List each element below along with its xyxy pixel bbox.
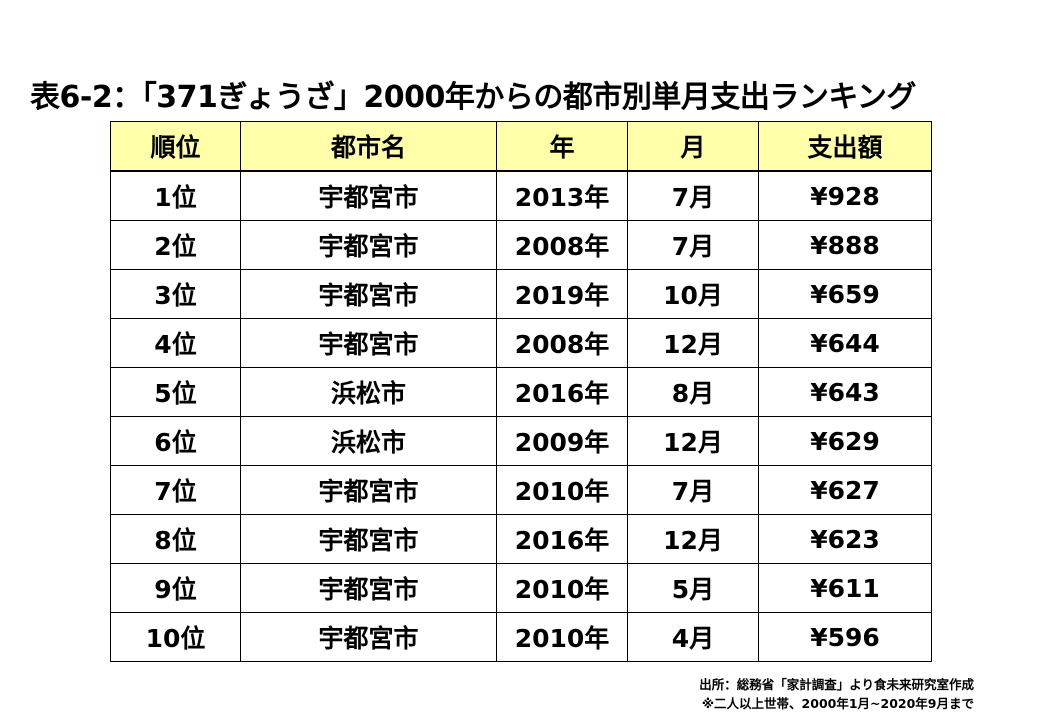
table-row: 5位 浜松市 2016年 8月 ¥643 — [110, 367, 932, 417]
month-cell: 7月 — [627, 170, 759, 221]
city-cell: 宇都宮市 — [240, 220, 497, 270]
city-cell: 宇都宮市 — [240, 612, 497, 662]
rank-cell: 2位 — [110, 220, 241, 270]
amount-cell: ¥659 — [758, 269, 932, 319]
amount-cell: ¥888 — [758, 220, 932, 270]
month-cell: 5月 — [627, 563, 759, 613]
month-cell: 7月 — [627, 220, 759, 270]
header-rank: 順位 — [110, 121, 241, 172]
month-cell: 8月 — [627, 367, 759, 417]
table-row: 2位 宇都宮市 2008年 7月 ¥888 — [110, 220, 932, 270]
ranking-table: 順位 都市名 年 月 支出額 1位 宇都宮市 2013年 7月 ¥928 2位 … — [110, 121, 932, 662]
rank-cell: 10位 — [110, 612, 241, 662]
rank-cell: 9位 — [110, 563, 241, 613]
city-cell: 宇都宮市 — [240, 318, 497, 368]
table-row: 8位 宇都宮市 2016年 12月 ¥623 — [110, 514, 932, 564]
rank-cell: 1位 — [110, 170, 241, 221]
table-row: 3位 宇都宮市 2019年 10月 ¥659 — [110, 269, 932, 319]
rank-cell: 3位 — [110, 269, 241, 319]
year-cell: 2019年 — [496, 269, 628, 319]
amount-cell: ¥611 — [758, 563, 932, 613]
year-cell: 2010年 — [496, 563, 628, 613]
month-cell: 12月 — [627, 514, 759, 564]
table-row: 7位 宇都宮市 2010年 7月 ¥627 — [110, 465, 932, 515]
year-cell: 2016年 — [496, 514, 628, 564]
amount-cell: ¥643 — [758, 367, 932, 417]
amount-cell: ¥623 — [758, 514, 932, 564]
source-notes: 出所：総務省「家計調査」より食未来研究室作成 ※二人以上世帯、2000年1月~2… — [554, 675, 974, 713]
rank-cell: 5位 — [110, 367, 241, 417]
header-month: 月 — [627, 121, 759, 172]
month-cell: 12月 — [627, 318, 759, 368]
header-city: 都市名 — [240, 121, 497, 172]
month-cell: 12月 — [627, 416, 759, 466]
year-cell: 2010年 — [496, 465, 628, 515]
amount-cell: ¥627 — [758, 465, 932, 515]
city-cell: 宇都宮市 — [240, 514, 497, 564]
header-amount: 支出額 — [758, 121, 932, 172]
amount-cell: ¥629 — [758, 416, 932, 466]
month-cell: 4月 — [627, 612, 759, 662]
city-cell: 宇都宮市 — [240, 465, 497, 515]
month-cell: 10月 — [627, 269, 759, 319]
table-row: 4位 宇都宮市 2008年 12月 ¥644 — [110, 318, 932, 368]
table-header-row: 順位 都市名 年 月 支出額 — [110, 121, 932, 172]
year-cell: 2013年 — [496, 170, 628, 221]
rank-cell: 4位 — [110, 318, 241, 368]
header-year: 年 — [496, 121, 628, 172]
table-row: 9位 宇都宮市 2010年 5月 ¥611 — [110, 563, 932, 613]
source-note: 出所：総務省「家計調査」より食未来研究室作成 — [699, 677, 974, 692]
month-cell: 7月 — [627, 465, 759, 515]
year-cell: 2016年 — [496, 367, 628, 417]
table-title: 表6-2：「371ぎょうざ」2000年からの都市別単月支出ランキング — [30, 80, 916, 115]
rank-cell: 7位 — [110, 465, 241, 515]
city-cell: 宇都宮市 — [240, 563, 497, 613]
year-cell: 2009年 — [496, 416, 628, 466]
rank-cell: 6位 — [110, 416, 241, 466]
year-cell: 2010年 — [496, 612, 628, 662]
city-cell: 浜松市 — [240, 367, 497, 417]
table-row: 6位 浜松市 2009年 12月 ¥629 — [110, 416, 932, 466]
rank-cell: 8位 — [110, 514, 241, 564]
scope-note: ※二人以上世帯、2000年1月~2020年9月まで — [701, 696, 974, 711]
year-cell: 2008年 — [496, 318, 628, 368]
amount-cell: ¥596 — [758, 612, 932, 662]
table-row: 1位 宇都宮市 2013年 7月 ¥928 — [110, 170, 932, 221]
table-row: 10位 宇都宮市 2010年 4月 ¥596 — [110, 612, 932, 662]
city-cell: 宇都宮市 — [240, 269, 497, 319]
city-cell: 浜松市 — [240, 416, 497, 466]
city-cell: 宇都宮市 — [240, 170, 497, 221]
amount-cell: ¥644 — [758, 318, 932, 368]
year-cell: 2008年 — [496, 220, 628, 270]
amount-cell: ¥928 — [758, 170, 932, 221]
